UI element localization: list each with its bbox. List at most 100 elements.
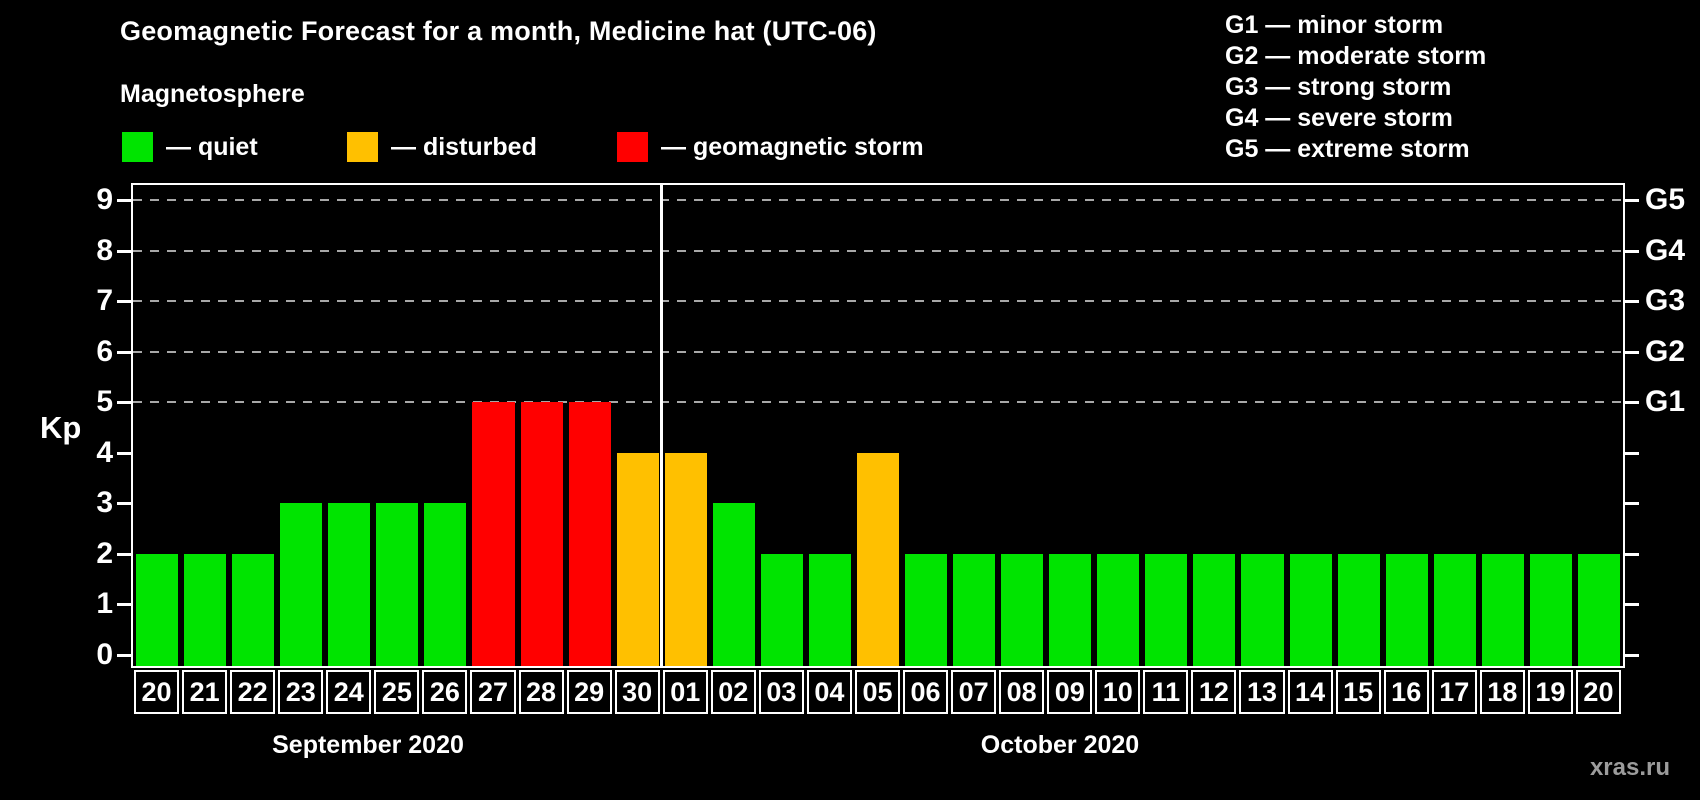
day-label-september-23: 23 bbox=[278, 670, 324, 714]
day-label-october-08: 08 bbox=[999, 670, 1045, 714]
gridline-kp7 bbox=[133, 300, 1623, 303]
legend-label-disturbed: — disturbed bbox=[391, 132, 537, 161]
day-label-october-10: 10 bbox=[1095, 670, 1141, 714]
bar-october-05 bbox=[856, 452, 900, 666]
day-label-october-02: 02 bbox=[710, 670, 756, 714]
bar-october-19 bbox=[1529, 553, 1572, 666]
legend-label-quiet: — quiet bbox=[166, 132, 258, 161]
y-tick-label-9: 9 bbox=[96, 183, 113, 217]
day-label-september-29: 29 bbox=[566, 670, 612, 714]
bar-october-14 bbox=[1289, 553, 1332, 666]
day-label-october-14: 14 bbox=[1287, 670, 1333, 714]
y-tick-right-5 bbox=[1625, 401, 1639, 405]
magnetosphere-subtitle: Magnetosphere bbox=[120, 80, 305, 108]
day-label-october-06: 06 bbox=[903, 670, 949, 714]
right-axis-label-g5: G5 bbox=[1645, 183, 1686, 217]
right-axis-label-g3: G3 bbox=[1645, 284, 1686, 318]
y-tick-label-7: 7 bbox=[96, 284, 113, 318]
y-tick-right-6 bbox=[1625, 350, 1639, 354]
bar-september-27 bbox=[472, 402, 515, 666]
bar-october-18 bbox=[1481, 553, 1524, 666]
page-title: Geomagnetic Forecast for a month, Medici… bbox=[120, 16, 877, 46]
bar-september-20 bbox=[136, 553, 179, 666]
day-label-october-13: 13 bbox=[1239, 670, 1285, 714]
y-tick-label-6: 6 bbox=[96, 334, 113, 368]
day-label-october-15: 15 bbox=[1335, 670, 1381, 714]
day-label-october-12: 12 bbox=[1191, 670, 1237, 714]
bar-october-06 bbox=[905, 553, 948, 666]
gridline-kp5 bbox=[133, 401, 1623, 404]
y-tick-label-2: 2 bbox=[96, 536, 113, 570]
y-tick-left-2 bbox=[117, 552, 131, 556]
y-tick-left-9 bbox=[117, 199, 131, 203]
bar-october-11 bbox=[1145, 553, 1188, 666]
bar-october-12 bbox=[1193, 553, 1236, 666]
bar-september-24 bbox=[328, 503, 371, 666]
day-label-september-28: 28 bbox=[518, 670, 564, 714]
y-tick-label-1: 1 bbox=[96, 587, 113, 621]
day-label-october-19: 19 bbox=[1527, 670, 1573, 714]
y-tick-left-4 bbox=[117, 451, 131, 455]
day-label-september-24: 24 bbox=[326, 670, 372, 714]
legend-label-storm: — geomagnetic storm bbox=[661, 132, 924, 161]
gridline-kp6 bbox=[133, 350, 1623, 353]
bar-october-07 bbox=[953, 553, 996, 666]
y-tick-right-3 bbox=[1625, 502, 1639, 506]
day-label-september-27: 27 bbox=[470, 670, 516, 714]
right-axis-label-g2: G2 bbox=[1645, 334, 1686, 368]
month-label-october: October 2020 bbox=[980, 731, 1140, 759]
bar-september-21 bbox=[184, 553, 227, 666]
y-tick-left-1 bbox=[117, 603, 131, 607]
day-label-october-04: 04 bbox=[806, 670, 852, 714]
y-tick-right-9 bbox=[1625, 199, 1639, 203]
y-tick-right-8 bbox=[1625, 249, 1639, 253]
bar-october-08 bbox=[1001, 553, 1044, 666]
bar-october-17 bbox=[1433, 553, 1476, 666]
bar-october-20 bbox=[1577, 553, 1620, 666]
x-axis-day-labels: 20 21 22 23 24 25 26 27 28 29 30 01 02 03 04 05 06 07 08 09… bbox=[133, 670, 1623, 714]
storm-color-swatch bbox=[617, 132, 648, 162]
y-tick-label-0: 0 bbox=[96, 638, 113, 671]
storm-scale-g5: G5 — extreme storm bbox=[1225, 135, 1470, 163]
legend-item-quiet: — quiet bbox=[122, 131, 258, 163]
bar-september-22 bbox=[232, 553, 275, 666]
day-label-september-25: 25 bbox=[374, 670, 420, 714]
bar-september-29 bbox=[568, 402, 611, 666]
storm-scale-g2: G2 — moderate storm bbox=[1225, 42, 1487, 70]
right-axis-label-g1: G1 bbox=[1645, 385, 1686, 419]
bar-october-04 bbox=[808, 553, 851, 666]
day-label-october-16: 16 bbox=[1383, 670, 1429, 714]
disturbed-color-swatch bbox=[347, 132, 378, 162]
day-label-october-20: 20 bbox=[1575, 670, 1621, 714]
y-tick-right-1 bbox=[1625, 603, 1639, 607]
right-axis-label-g4: G4 bbox=[1645, 233, 1686, 267]
day-label-september-22: 22 bbox=[230, 670, 276, 714]
day-label-october-17: 17 bbox=[1431, 670, 1477, 714]
y-axis-title-kp: Kp bbox=[40, 410, 82, 445]
bar-september-26 bbox=[424, 503, 467, 666]
month-divider-line bbox=[660, 185, 664, 666]
y-tick-label-8: 8 bbox=[96, 233, 113, 267]
y-tick-right-7 bbox=[1625, 300, 1639, 304]
bar-october-01 bbox=[664, 452, 707, 666]
bar-october-10 bbox=[1097, 553, 1140, 666]
bar-september-23 bbox=[280, 503, 323, 666]
bar-october-02 bbox=[712, 503, 755, 666]
day-label-september-20: 20 bbox=[134, 670, 180, 714]
storm-scale-g3: G3 — strong storm bbox=[1225, 73, 1452, 101]
y-tick-label-5: 5 bbox=[96, 385, 113, 419]
day-label-october-18: 18 bbox=[1479, 670, 1525, 714]
bar-october-15 bbox=[1337, 553, 1380, 666]
xras-watermark: xras.ru bbox=[1589, 754, 1670, 781]
day-label-october-05: 05 bbox=[854, 670, 901, 714]
day-label-october-09: 09 bbox=[1047, 670, 1093, 714]
day-label-october-11: 11 bbox=[1143, 670, 1189, 714]
day-label-september-26: 26 bbox=[422, 670, 468, 714]
y-tick-left-0 bbox=[117, 654, 131, 657]
y-tick-left-7 bbox=[117, 300, 131, 304]
day-label-september-30: 30 bbox=[614, 670, 660, 714]
day-label-october-01: 01 bbox=[662, 670, 708, 714]
y-tick-left-5 bbox=[117, 401, 131, 405]
bar-september-30 bbox=[616, 452, 659, 666]
y-tick-left-6 bbox=[117, 350, 131, 354]
